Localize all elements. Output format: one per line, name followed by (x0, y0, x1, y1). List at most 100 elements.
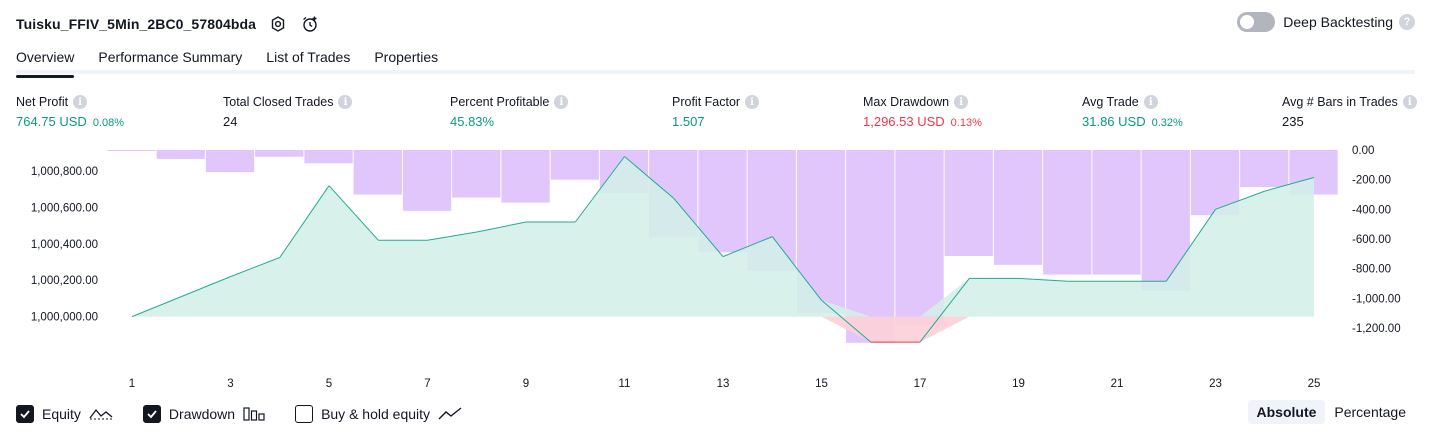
drawdown-bar (1092, 150, 1141, 275)
metric-percent: 0.13% (950, 117, 982, 129)
equity-line-segment (427, 231, 477, 241)
drawdown-bar (846, 150, 895, 343)
drawdown-bar (156, 150, 205, 159)
percentage-button[interactable]: Percentage (1334, 404, 1406, 420)
tab-list-of-trades[interactable]: List of Trades (266, 49, 351, 65)
metric-avg-trade: Avg Trade i 31.86 USD 0.32% (1082, 94, 1183, 129)
right-axis-tick-label: -1,000.00 (1352, 293, 1401, 305)
metric-value: 1.507 (672, 114, 705, 129)
drawdown-bar (1043, 150, 1092, 275)
x-axis-tick-label: 19 (1012, 378, 1025, 390)
checkbox-checked-icon[interactable] (16, 405, 34, 423)
equity-line-segment (574, 156, 625, 223)
equity-line-segment (771, 236, 822, 301)
checkbox-checked-icon[interactable] (142, 405, 161, 423)
x-axis-tick-label: 21 (1111, 378, 1124, 390)
drawdown-bar (993, 150, 1043, 265)
drawdown-bar (944, 150, 993, 256)
x-axis-tick-label: 25 (1308, 378, 1321, 390)
right-axis-tick-label: 0.00 (1352, 145, 1374, 157)
info-icon[interactable]: i (338, 95, 353, 109)
x-axis-tick-label: 23 (1209, 378, 1222, 390)
info-icon[interactable]: i (554, 95, 569, 109)
info-icon[interactable]: i (1143, 95, 1158, 109)
tab-overview[interactable]: Overview (16, 44, 75, 78)
settings-icon[interactable] (268, 14, 288, 34)
equity-drawdown-chart[interactable]: 1,000,800.00 1,000,600.00 1,000,400.00 1,00… (0, 140, 1431, 395)
right-axis-tick-label: -400.00 (1352, 204, 1391, 216)
metric-value: 764.75 USD (16, 114, 87, 129)
drawdown-bar (304, 150, 353, 164)
metric-value: 235 (1282, 114, 1304, 129)
checkbox-unchecked-icon[interactable] (295, 405, 314, 423)
x-axis-tick-label: 5 (326, 378, 332, 390)
deep-backtesting-label: Deep Backtesting (1283, 14, 1393, 30)
right-axis-tick-label: -200.00 (1352, 175, 1391, 187)
metric-label: Total Closed Trades (223, 95, 334, 109)
metric-value: 31.86 USD (1082, 114, 1146, 129)
legend-label: Equity (42, 406, 81, 422)
drawdown-bar (402, 150, 452, 211)
right-axis: 0.00 -200.00 -400.00 -600.00 -800.00 -1,000.0… (1352, 145, 1401, 335)
metric-profit-factor: Profit Factor i 1.507 (672, 94, 760, 129)
legend-equity[interactable]: Equity (16, 405, 113, 423)
equity-line-segment (1264, 177, 1315, 192)
x-axis-tick-label: 3 (227, 378, 233, 390)
equity-fill-positive (132, 156, 1314, 317)
drawdown-bar (353, 150, 402, 195)
tab-performance-summary[interactable]: Performance Summary (98, 49, 243, 65)
tab-properties[interactable]: Properties (374, 49, 439, 65)
deep-backtesting: Deep Backtesting ? (1237, 12, 1415, 32)
drawdown-bar (107, 150, 156, 151)
x-axis-tick-label: 1 (129, 378, 135, 390)
toggle-knob (1240, 15, 1255, 29)
legend-buy-hold-equity[interactable]: Buy & hold equity (295, 405, 462, 423)
left-axis: 1,000,800.00 1,000,600.00 1,000,400.00 1,00… (31, 166, 98, 324)
info-icon[interactable]: i (1402, 95, 1417, 109)
equity-fill-negative (132, 316, 1314, 343)
equity-line-segment (722, 236, 773, 258)
metric-label: Percent Profitable (450, 95, 550, 109)
equity-line-segment (181, 276, 231, 298)
deep-backtesting-toggle[interactable] (1237, 12, 1276, 32)
equity-line-segment (919, 278, 970, 343)
x-axis-tick-label: 9 (523, 378, 529, 390)
metric-label: Avg # Bars in Trades (1282, 95, 1398, 109)
equity-line-segment (328, 185, 379, 241)
equity-line-segment (476, 221, 527, 233)
metric-value: 24 (223, 114, 238, 129)
equity-line-icon (89, 407, 113, 421)
legend-drawdown[interactable]: Drawdown (142, 405, 265, 423)
x-axis-tick-label: 15 (815, 378, 828, 390)
add-alert-icon[interactable] (300, 14, 320, 34)
info-icon[interactable]: i (954, 95, 969, 109)
left-axis-tick-label: 1,000,200.00 (31, 275, 98, 287)
info-icon[interactable]: i (73, 95, 88, 109)
x-axis-tick-label: 17 (914, 378, 927, 390)
equity-line-segment (230, 257, 280, 278)
metric-net-profit: Net Profit i 764.75 USD 0.08% (16, 94, 124, 129)
x-axis: 1 3 5 7 9 11 13 15 17 19 21 23 25 (129, 378, 1321, 390)
metric-percent-profitable: Percent Profitable i 45.83% (450, 94, 569, 129)
info-icon[interactable]: i (745, 95, 760, 109)
equity-line-segment (279, 185, 330, 258)
report-tabs: Overview Performance Summary List of Tra… (16, 44, 1415, 78)
absolute-button[interactable]: Absolute (1247, 400, 1326, 424)
drawdown-bar (895, 150, 944, 325)
drawdown-bar (205, 150, 255, 173)
metric-value: 1,296.53 USD (863, 114, 945, 129)
metric-percent: 0.32% (1151, 117, 1183, 129)
right-axis-tick-label: -1,200.00 (1352, 323, 1401, 335)
chart-legend: Equity Drawdown Buy & hold equity (16, 403, 1415, 425)
legend-label: Buy & hold equity (321, 406, 431, 422)
equity-line-segment (673, 198, 724, 257)
legend-label: Drawdown (168, 406, 236, 422)
drawdown-bar (1240, 150, 1289, 188)
left-axis-tick-label: 1,000,000.00 (31, 312, 98, 324)
equity-line-segment (1165, 209, 1216, 282)
drawdown-bar (550, 150, 599, 180)
metric-label: Net Profit (16, 95, 69, 109)
strategy-title: Tuisku_FFIV_5Min_2BC0_57804bda (16, 16, 257, 32)
help-icon[interactable]: ? (1399, 14, 1415, 30)
buy-hold-line-icon (438, 407, 462, 421)
